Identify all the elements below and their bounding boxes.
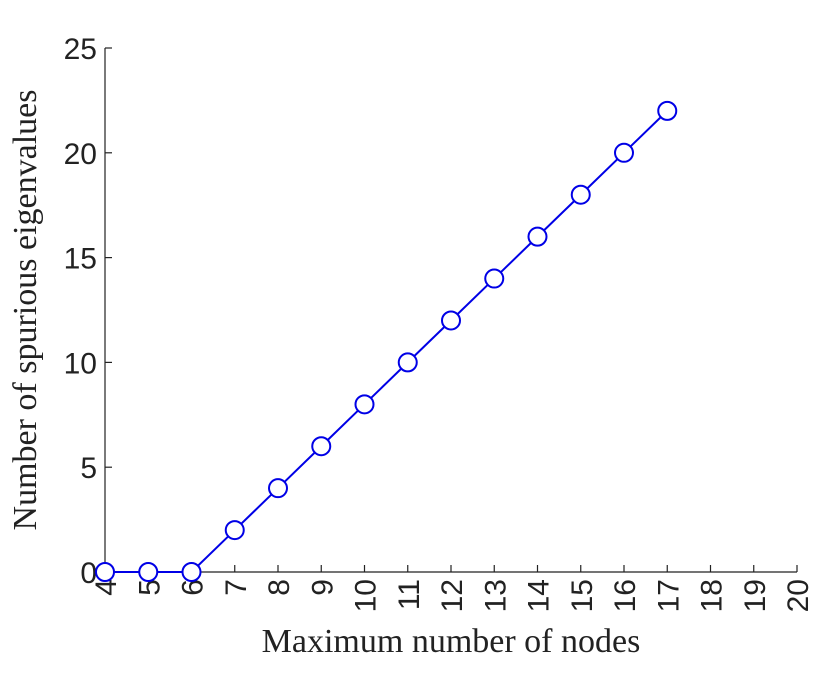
series-layer <box>95 100 678 582</box>
y-tick-label: 5 <box>80 452 97 485</box>
data-point <box>268 478 288 499</box>
x-tick-label: 17 <box>652 579 685 612</box>
data-point <box>614 142 634 163</box>
y-tick-label: 20 <box>64 138 97 171</box>
x-tick-label: 18 <box>696 579 729 612</box>
y-axis-title: Number of spurious eigenvalues <box>7 90 44 531</box>
data-point <box>224 520 245 541</box>
x-tick-label: 4 <box>90 579 123 596</box>
x-ticks: 4 5 6 7 8 9 10 11 12 13 14 15 16 17 18 19 20 <box>90 565 815 612</box>
x-tick-label: 11 <box>393 579 426 610</box>
data-point <box>441 310 461 331</box>
x-tick-label: 10 <box>350 579 383 612</box>
x-tick-label: 13 <box>479 579 512 612</box>
data-point <box>397 352 418 373</box>
data-point <box>354 394 375 415</box>
y-tick-label: 10 <box>64 347 97 380</box>
y-tick-label: 15 <box>64 243 97 276</box>
y-ticks: 0 5 10 15 20 25 <box>64 33 112 590</box>
x-tick-label: 16 <box>609 579 642 612</box>
x-tick-label: 9 <box>306 579 339 596</box>
x-tick-label: 6 <box>177 579 210 596</box>
data-point <box>484 268 505 289</box>
x-tick-label: 14 <box>523 579 556 612</box>
y-tick-label: 25 <box>64 33 97 66</box>
data-point <box>657 100 678 121</box>
x-tick-label: 15 <box>566 579 599 612</box>
data-point <box>570 184 591 205</box>
x-tick-label: 5 <box>133 579 166 596</box>
x-axis-title: Maximum number of nodes <box>262 623 641 660</box>
series-line <box>105 110 668 573</box>
x-tick-label: 20 <box>782 579 815 612</box>
data-point <box>527 226 548 247</box>
data-point <box>311 436 332 457</box>
x-tick-label: 19 <box>739 579 772 612</box>
y-tick-label: 0 <box>80 557 97 590</box>
x-tick-label: 12 <box>436 579 469 612</box>
data-point <box>95 562 115 582</box>
data-point <box>181 562 202 582</box>
x-tick-label: 8 <box>263 579 296 596</box>
x-tick-label: 7 <box>220 579 253 596</box>
axes <box>104 48 797 573</box>
data-point <box>138 562 159 582</box>
